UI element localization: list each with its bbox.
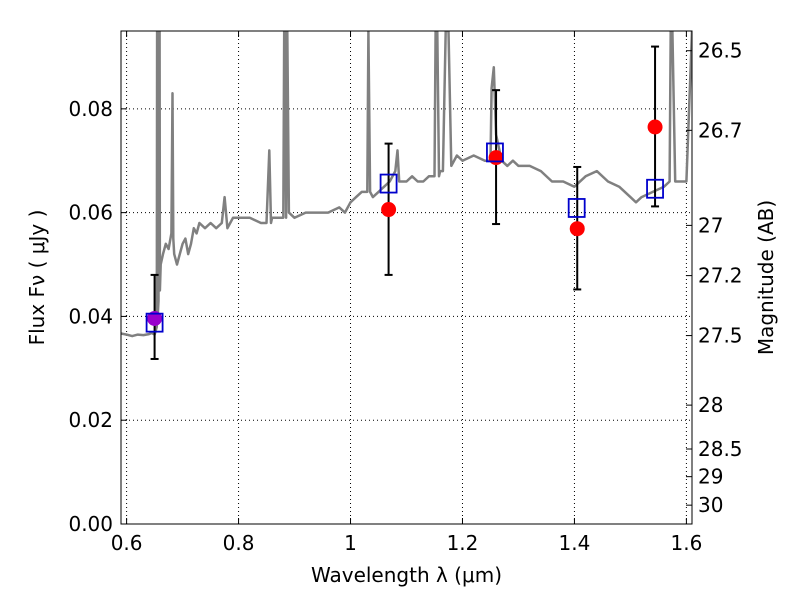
observed-point [488,150,504,166]
right-tick-label: 27.5 [698,324,743,348]
spectrum-series [121,31,692,338]
right-tick-label: 28 [698,393,723,417]
x-tick-label: 0.6 [111,531,143,555]
model-point [646,178,664,199]
error-bars [150,45,660,360]
x-axis-label: Wavelength λ (μm) [311,563,502,587]
x-tick-label: 1.6 [670,531,702,555]
right-tick-label: 28.5 [698,437,743,461]
grid-lines [121,31,692,525]
right-tick-label: 26.5 [698,39,743,63]
observed-point [381,202,397,218]
right-tick-label: 30 [698,493,723,517]
right-tick-labels: 26.5 26.7 27 27.2 27.5 28 28.5 29 30 [698,39,743,517]
model-point [379,173,398,194]
observed-points [147,119,663,326]
right-axis-label: Magnitude (AB) [754,200,778,355]
model-point [486,142,504,163]
x-tick-labels: 0.6 0.8 1 1.2 1.4 1.6 [111,531,703,555]
y-axis-label: Flux Fν ( μJy ) [25,210,49,346]
right-tick-label: 27.2 [698,264,743,288]
spectrum-line [121,31,692,338]
model-point [145,312,164,333]
y-tick-label: 0.04 [68,304,113,328]
x-tick-label: 0.8 [223,531,255,555]
model-point [567,198,586,218]
y-tick-label: 0.08 [68,97,113,121]
x-tick-label: 1.2 [447,531,479,555]
x-tick-label: 1 [344,531,357,555]
right-tick-label: 27 [698,213,723,237]
observed-point [569,221,585,237]
y-tick-label: 0.00 [68,512,113,536]
axis-ticks [121,31,692,525]
plot-frame [120,30,693,525]
observed-point [647,119,663,135]
y-tick-label: 0.02 [68,408,113,432]
observed-point [147,310,163,326]
y-tick-labels: 0.00 0.02 0.04 0.06 0.08 [68,97,113,536]
y-tick-label: 0.06 [68,201,113,225]
x-tick-label: 1.4 [559,531,591,555]
right-tick-label: 29 [698,465,723,489]
model-points [145,142,664,333]
right-tick-label: 26.7 [698,118,743,142]
